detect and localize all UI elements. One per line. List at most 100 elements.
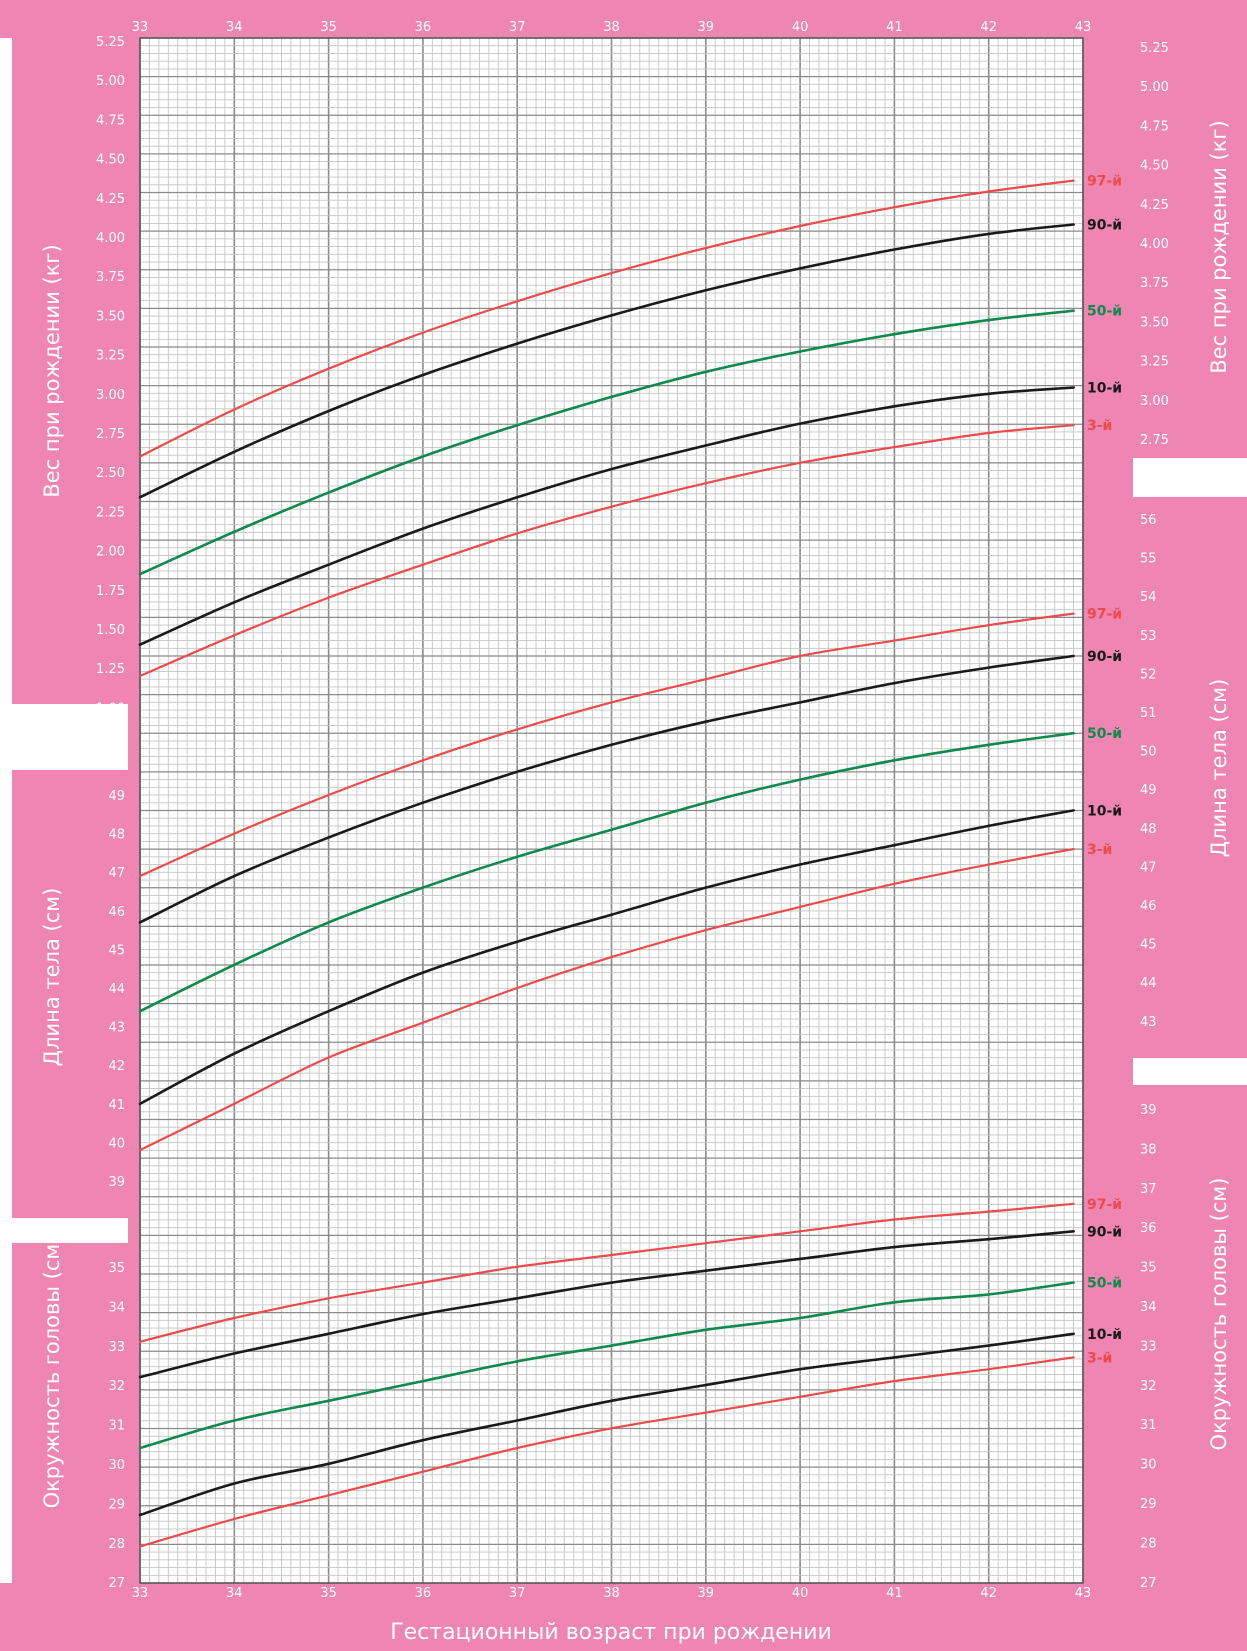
weight-right-tick-label: 5.25 <box>1140 41 1169 56</box>
length-series-label: 90-й <box>1087 649 1122 665</box>
head-series-label: 90-й <box>1087 1224 1122 1240</box>
x-tick-label-top: 43 <box>1075 20 1092 35</box>
x-tick-label-bottom: 36 <box>415 1586 432 1601</box>
weight-right-tick-label: 4.00 <box>1140 237 1169 252</box>
length-left-tick-label: 45 <box>108 943 125 958</box>
length-right-tick-label: 55 <box>1140 552 1157 567</box>
length-series-label: 10-й <box>1087 803 1122 819</box>
weight-series-label: 3-й <box>1087 418 1112 434</box>
weight-left-tick-label: 3.75 <box>96 270 125 285</box>
head-right-tick-label: 34 <box>1140 1300 1157 1315</box>
length-right-tick-label: 54 <box>1140 590 1157 605</box>
weight-right-tick-label: 3.00 <box>1140 394 1169 409</box>
head-left-tick-label: 34 <box>108 1300 125 1315</box>
weight-left-tick-label: 2.00 <box>96 545 125 560</box>
length-right-tick-label: 46 <box>1140 899 1157 914</box>
x-tick-label-bottom: 33 <box>132 1586 149 1601</box>
head-left-tick-label: 28 <box>108 1537 125 1552</box>
length-right-tick-label: 47 <box>1140 860 1157 875</box>
plot-border <box>139 37 1084 1584</box>
weight-series-label: 97-й <box>1087 174 1122 190</box>
weight-left-tick-label: 1.25 <box>96 662 125 677</box>
grid <box>139 37 1084 1584</box>
length-left-tick-label: 49 <box>108 789 125 804</box>
length-curve-3th <box>138 847 1075 1152</box>
right-panel-band-1 <box>1133 38 1247 458</box>
weight-left-tick-label: 1.50 <box>96 623 125 638</box>
weight-left-axis-title: Вес при рождении (кг) <box>40 244 64 497</box>
length-right-tick-label: 49 <box>1140 783 1157 798</box>
axis-labels: Гестационный возраст при рождении Вес при… <box>40 120 1231 1645</box>
head-right-tick-label: 36 <box>1140 1221 1157 1236</box>
head-right-tick-label: 38 <box>1140 1142 1157 1157</box>
weight-right-tick-label: 4.50 <box>1140 159 1169 174</box>
length-curve-90th <box>138 654 1075 924</box>
head-left-tick-label: 31 <box>108 1419 125 1434</box>
length-right-axis-title: Длина тела (см) <box>1207 679 1231 858</box>
weight-right-tick-label: 5.00 <box>1140 80 1169 95</box>
weight-left-tick-label: 4.25 <box>96 192 125 207</box>
right-panel-band-3 <box>1133 1085 1247 1583</box>
head-curve-3th <box>138 1356 1075 1548</box>
head-left-tick-label: 29 <box>108 1497 125 1512</box>
left-panel-band-1 <box>12 38 128 704</box>
weight-left-tick-label: 3.50 <box>96 309 125 324</box>
bottom-band <box>0 1583 1247 1651</box>
x-tick-label-bottom: 43 <box>1075 1586 1092 1601</box>
weight-left-tick-label: 2.50 <box>96 466 125 481</box>
weight-right-tick-label: 4.25 <box>1140 198 1169 213</box>
head-left-tick-label: 32 <box>108 1379 125 1394</box>
x-tick-label-bottom: 37 <box>509 1586 526 1601</box>
head-right-axis-title: Окружность головы (см) <box>1207 1178 1231 1451</box>
head-curve-50th <box>138 1281 1075 1450</box>
x-axis-title: Гестационный возраст при рождении <box>390 1620 832 1645</box>
x-tick-label-bottom: 39 <box>698 1586 715 1601</box>
x-tick-label-top: 37 <box>509 20 526 35</box>
weight-right-tick-label: 2.75 <box>1140 433 1169 448</box>
length-right-tick-label: 43 <box>1140 1015 1157 1030</box>
head-curve-10th <box>138 1332 1075 1517</box>
head-right-tick-label: 39 <box>1140 1103 1157 1118</box>
weight-series-label: 50-й <box>1087 304 1122 320</box>
head-right-tick-label: 29 <box>1140 1497 1157 1512</box>
length-left-tick-label: 42 <box>108 1059 125 1074</box>
head-left-axis-title: Окружность головы (см) <box>40 1236 64 1509</box>
x-tick-label-top: 40 <box>792 20 809 35</box>
length-curve-97th <box>138 612 1075 878</box>
head-right-tick-label: 28 <box>1140 1536 1157 1551</box>
length-series-label: 3-й <box>1087 842 1112 858</box>
x-tick-label-top: 35 <box>320 20 337 35</box>
head-right-tick-label: 33 <box>1140 1339 1157 1354</box>
length-left-tick-label: 46 <box>108 905 125 920</box>
x-tick-label-bottom: 34 <box>226 1586 243 1601</box>
head-right-tick-label: 31 <box>1140 1418 1157 1433</box>
percentile-curves: 97-й 90-й 50-й 10-й 3-й 97-й 90-й 50-й 10-й 3-й 97… <box>138 174 1122 1548</box>
weight-right-tick-label: 4.75 <box>1140 119 1169 134</box>
weight-left-tick-label: 4.50 <box>96 153 125 168</box>
x-tick-label-top: 39 <box>698 20 715 35</box>
head-curve-90th <box>138 1230 1075 1379</box>
length-left-tick-label: 40 <box>108 1136 125 1151</box>
length-right-tick-label: 56 <box>1140 513 1157 528</box>
x-tick-label-top: 34 <box>226 20 243 35</box>
weight-left-tick-label: 5.00 <box>96 74 125 89</box>
length-series-label: 97-й <box>1087 607 1122 623</box>
head-series-label: 10-й <box>1087 1327 1122 1343</box>
length-left-tick-label: 48 <box>108 828 125 843</box>
weight-curve-97th <box>138 179 1075 458</box>
weight-curve-50th <box>138 309 1075 576</box>
head-series-label: 50-й <box>1087 1276 1122 1292</box>
left-border-strip <box>128 38 140 1583</box>
weight-left-tick-label: 2.75 <box>96 427 125 442</box>
weight-left-tick-label: 1.00 <box>96 701 125 716</box>
x-tick-label-top: 33 <box>132 20 149 35</box>
head-right-tick-label: 32 <box>1140 1379 1157 1394</box>
head-series-label: 3-й <box>1087 1350 1112 1366</box>
length-curve-10th <box>138 809 1075 1106</box>
right-panel-band-2 <box>1133 497 1247 1058</box>
length-left-axis-title: Длина тела (см) <box>40 888 64 1067</box>
head-right-tick-label: 30 <box>1140 1458 1157 1473</box>
weight-right-tick-label: 3.50 <box>1140 315 1169 330</box>
length-right-tick-label: 51 <box>1140 706 1157 721</box>
